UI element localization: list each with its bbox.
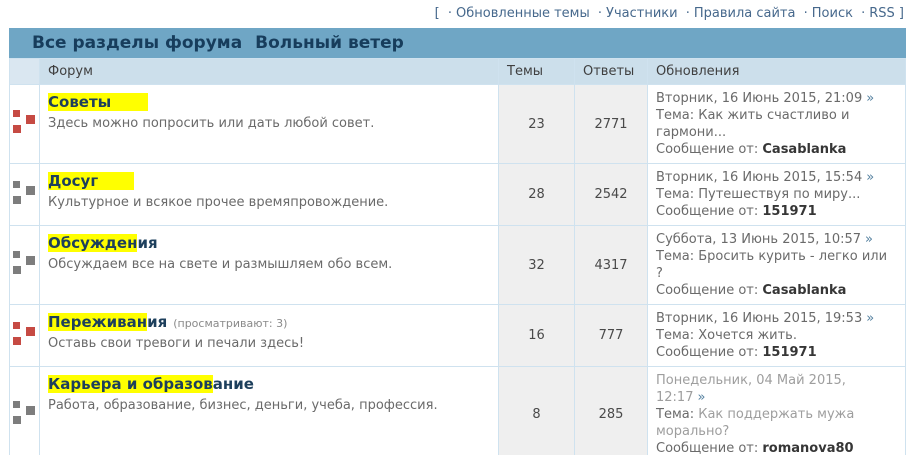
nav-link-updated-topics[interactable]: Обновленные темы	[456, 6, 590, 21]
nav-link-site-rules[interactable]: Правила сайта	[693, 6, 796, 21]
viewers-count: (просматривают: 3)	[173, 317, 288, 330]
last-post-arrow-icon[interactable]: »	[866, 91, 875, 106]
search-highlight: Переживан	[48, 313, 148, 331]
last-topic-title: Хочется жить.	[698, 328, 797, 343]
header-updates: Обновления	[647, 58, 906, 85]
header-icon-column	[9, 58, 40, 85]
last-post-author: 151971	[762, 204, 817, 219]
message-from-label: Сообщение от:	[656, 283, 759, 298]
last-post-author: romanova80	[762, 441, 854, 455]
nav-link-rss[interactable]: RSS	[869, 6, 895, 21]
last-post-author: Casablanka	[762, 142, 847, 157]
forum-link-obsuzhdeniya[interactable]: Обсуждения	[48, 234, 158, 252]
site-name: Вольный ветер	[255, 33, 404, 53]
topics-count: 28	[498, 163, 575, 226]
forum-row: Переживания (просматривают: 3) Оставь сво…	[9, 304, 906, 367]
topics-count: 8	[498, 366, 575, 455]
no-new-posts-icon	[12, 180, 37, 205]
nav-bracket-close: ]	[898, 6, 904, 21]
replies-count: 2771	[574, 84, 648, 164]
forum-link-karera[interactable]: Карьера и образование	[48, 375, 254, 393]
forum-table: Форум Темы Ответы Обновления Советы Здес…	[9, 58, 906, 455]
last-topic-title: Бросить курить - легко или ?	[656, 249, 888, 281]
no-new-posts-icon	[12, 251, 37, 275]
forum-description: Обсуждаем все на свете и размышляем обо …	[48, 257, 393, 272]
last-post-arrow-icon[interactable]: »	[697, 390, 706, 405]
replies-count: 2542	[574, 163, 648, 226]
page-title: Все разделы форума	[32, 33, 243, 53]
nav-separator: ·	[803, 6, 808, 21]
forum-title-bar: Все разделы форума Вольный ветер	[9, 28, 906, 58]
top-nav: [ · Обновленные темы · Участники · Правила …	[9, 0, 906, 28]
header-forum: Форум	[39, 58, 499, 85]
last-topic-title: Путешествуя по миру...	[698, 187, 861, 202]
forum-description: Оставь свои тревоги и печали здесь!	[48, 336, 305, 351]
nav-separator: ·	[861, 6, 866, 21]
forum-row: Советы Здесь можно попросить или дать лю…	[9, 84, 906, 164]
nav-separator: ·	[447, 6, 453, 21]
nav-separator: ·	[685, 6, 690, 21]
forum-link-sovety[interactable]: Советы	[48, 93, 149, 111]
message-from-label: Сообщение от:	[656, 142, 759, 157]
topics-count: 16	[498, 304, 575, 367]
header-topics: Темы	[498, 58, 575, 85]
header-replies: Ответы	[574, 58, 648, 85]
last-topic-title: Как поддержать мужа морально?	[656, 407, 855, 439]
message-from-label: Сообщение от:	[656, 345, 759, 360]
nav-link-members[interactable]: Участники	[606, 6, 678, 21]
table-header-row: Форум Темы Ответы Обновления	[9, 58, 906, 85]
last-post-date: Понедельник, 04 Май 2015, 12:17	[656, 373, 846, 405]
last-topic-title: Как жить счастливо и гармони...	[656, 108, 850, 140]
topic-label: Тема:	[656, 249, 695, 264]
nav-link-search[interactable]: Поиск	[811, 6, 853, 21]
topic-label: Тема:	[656, 108, 695, 123]
replies-count: 285	[574, 366, 648, 455]
no-new-posts-icon	[12, 400, 37, 425]
topic-label: Тема:	[656, 407, 695, 422]
topics-count: 23	[498, 84, 575, 164]
forum-row: Досуг Культурное и всякое прочее времяпр…	[9, 163, 906, 226]
nav-bracket-open: [	[434, 6, 440, 21]
topics-count: 32	[498, 225, 575, 305]
nav-separator: ·	[597, 6, 603, 21]
message-from-label: Сообщение от:	[656, 441, 759, 455]
last-post-date: Вторник, 16 Июнь 2015, 19:53	[656, 311, 863, 326]
forum-description: Здесь можно попросить или дать любой сов…	[48, 116, 375, 131]
last-post-author: Casablanka	[762, 283, 847, 298]
new-posts-icon	[12, 321, 37, 346]
last-post-date: Вторник, 16 Июнь 2015, 21:09	[656, 91, 863, 106]
last-post-author: 151971	[762, 345, 817, 360]
topic-label: Тема:	[656, 328, 695, 343]
last-post-date: Суббота, 13 Июнь 2015, 10:57	[656, 232, 862, 247]
page: [ · Обновленные темы · Участники · Правила …	[9, 0, 906, 455]
search-highlight: Советы	[48, 93, 149, 111]
last-post-arrow-icon[interactable]: »	[866, 311, 875, 326]
forum-link-perezhivaniya[interactable]: Переживания	[48, 313, 168, 331]
message-from-label: Сообщение от:	[656, 204, 759, 219]
replies-count: 777	[574, 304, 648, 367]
last-post-arrow-icon[interactable]: »	[866, 170, 875, 185]
forum-description: Работа, образование, бизнес, деньги, уче…	[48, 398, 438, 413]
last-post-date: Вторник, 16 Июнь 2015, 15:54	[656, 170, 863, 185]
search-highlight: Досуг	[48, 172, 135, 190]
search-highlight: Карьера и образов	[48, 375, 213, 393]
forum-row: Обсуждения Обсуждаем все на свете и разм…	[9, 225, 906, 305]
forum-description: Культурное и всякое прочее времяпровожде…	[48, 195, 389, 210]
forum-link-dosug[interactable]: Досуг	[48, 172, 135, 190]
replies-count: 4317	[574, 225, 648, 305]
search-highlight: Обсужден	[48, 234, 138, 252]
forum-row: Карьера и образование Работа, образовани…	[9, 366, 906, 455]
topic-label: Тема:	[656, 187, 695, 202]
new-posts-icon	[12, 110, 37, 134]
last-post-arrow-icon[interactable]: »	[865, 232, 873, 247]
